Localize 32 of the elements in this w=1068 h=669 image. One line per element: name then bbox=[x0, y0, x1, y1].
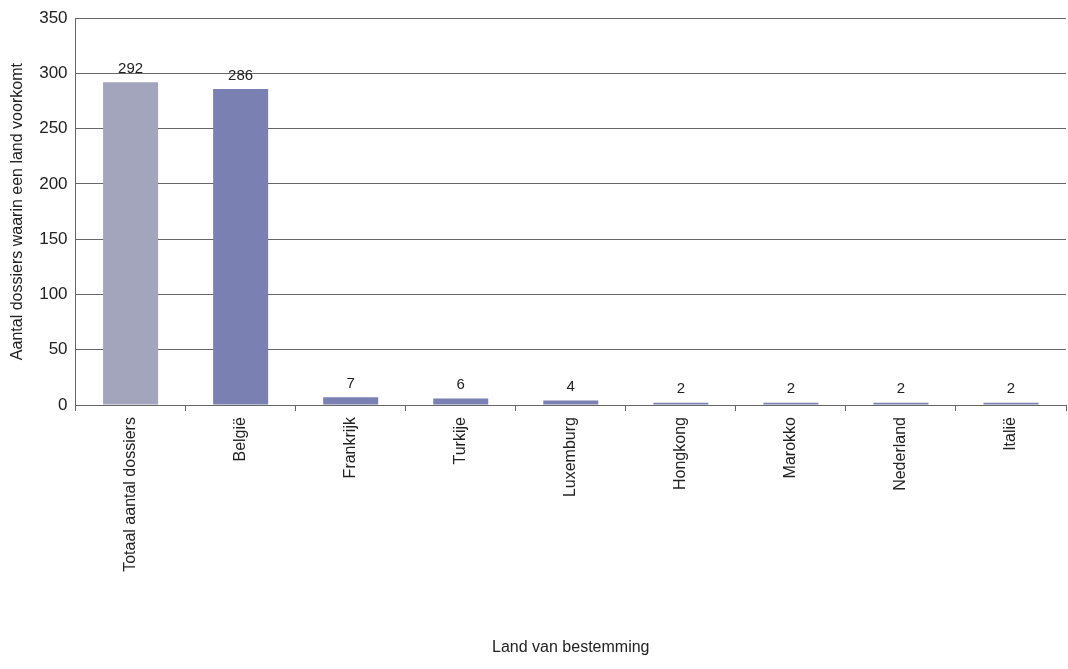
data-label: 292 bbox=[118, 58, 144, 76]
data-label: 2 bbox=[896, 379, 906, 397]
data-label: 6 bbox=[456, 375, 465, 393]
x-tick-label: Marokko bbox=[781, 416, 799, 479]
y-tick-label: 250 bbox=[39, 118, 68, 138]
x-axis-title: Land van bestemming bbox=[492, 637, 650, 655]
y-tick-label: 300 bbox=[39, 63, 68, 83]
y-tick-label: 50 bbox=[48, 339, 68, 359]
bar bbox=[543, 400, 599, 405]
bar bbox=[323, 397, 379, 405]
data-label: 2 bbox=[1006, 379, 1016, 397]
data-label: 4 bbox=[566, 377, 575, 395]
x-tick-label: Totaal aantal dossiers bbox=[120, 417, 138, 572]
y-tick-label: 150 bbox=[39, 228, 68, 248]
y-tick-label: 200 bbox=[39, 173, 68, 193]
x-tick-label: Italië bbox=[1001, 416, 1019, 451]
y-axis-title: Aantal dossiers waarin een land voorkomt bbox=[8, 62, 26, 361]
x-tick-label: Hongkong bbox=[671, 417, 689, 490]
bar bbox=[213, 88, 269, 405]
y-tick-label: 100 bbox=[39, 284, 68, 304]
bar bbox=[433, 398, 489, 405]
y-tick-label: 350 bbox=[39, 7, 68, 27]
y-tick-label: 0 bbox=[58, 394, 68, 414]
data-label: 2 bbox=[676, 379, 685, 397]
x-tick-label: Turkije bbox=[451, 416, 469, 465]
x-tick-label: Luxemburg bbox=[561, 417, 579, 498]
data-label: 7 bbox=[346, 373, 355, 391]
data-label: 2 bbox=[786, 379, 796, 397]
x-tick-label: Nederland bbox=[891, 417, 909, 491]
bar bbox=[103, 82, 159, 405]
x-tick-label: Frankrijk bbox=[341, 416, 359, 479]
x-tick-label: België bbox=[231, 416, 249, 462]
